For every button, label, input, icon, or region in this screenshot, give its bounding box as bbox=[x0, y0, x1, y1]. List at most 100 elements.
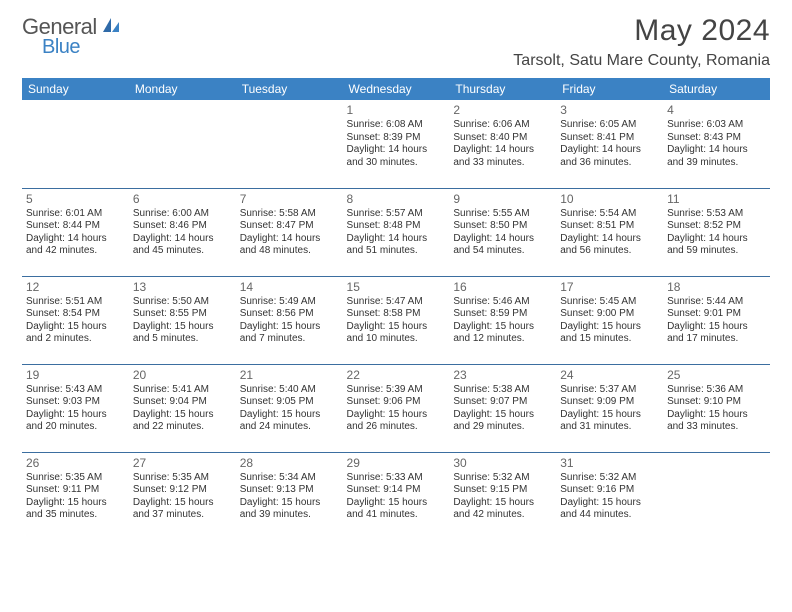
brand-part2: Blue bbox=[42, 36, 80, 59]
calendar-day-cell: 22Sunrise: 5:39 AMSunset: 9:06 PMDayligh… bbox=[343, 364, 450, 452]
calendar-day-cell: 1Sunrise: 6:08 AMSunset: 8:39 PMDaylight… bbox=[343, 100, 450, 188]
weekday-header: Friday bbox=[556, 78, 663, 100]
sunset-line: Sunset: 9:06 PM bbox=[347, 396, 446, 409]
day-number: 11 bbox=[667, 192, 766, 207]
calendar-day-cell: 14Sunrise: 5:49 AMSunset: 8:56 PMDayligh… bbox=[236, 276, 343, 364]
calendar-day-cell: 16Sunrise: 5:46 AMSunset: 8:59 PMDayligh… bbox=[449, 276, 556, 364]
day-number: 15 bbox=[347, 280, 446, 295]
calendar-day-cell: 18Sunrise: 5:44 AMSunset: 9:01 PMDayligh… bbox=[663, 276, 770, 364]
sunset-line: Sunset: 8:52 PM bbox=[667, 220, 766, 233]
day-number: 10 bbox=[560, 192, 659, 207]
day-number: 9 bbox=[453, 192, 552, 207]
daylight-line: Daylight: 15 hours and 17 minutes. bbox=[667, 321, 766, 346]
brand-logo: General Blue bbox=[22, 14, 124, 40]
daylight-line: Daylight: 14 hours and 42 minutes. bbox=[26, 233, 125, 258]
daylight-line: Daylight: 14 hours and 54 minutes. bbox=[453, 233, 552, 258]
sunrise-line: Sunrise: 5:36 AM bbox=[667, 384, 766, 397]
sunset-line: Sunset: 9:12 PM bbox=[133, 484, 232, 497]
calendar-body: 1Sunrise: 6:08 AMSunset: 8:39 PMDaylight… bbox=[22, 100, 770, 540]
daylight-line: Daylight: 15 hours and 37 minutes. bbox=[133, 497, 232, 522]
daylight-line: Daylight: 14 hours and 39 minutes. bbox=[667, 144, 766, 169]
sunrise-line: Sunrise: 5:50 AM bbox=[133, 296, 232, 309]
daylight-line: Daylight: 15 hours and 33 minutes. bbox=[667, 409, 766, 434]
sunrise-line: Sunrise: 5:51 AM bbox=[26, 296, 125, 309]
day-number: 8 bbox=[347, 192, 446, 207]
day-number: 30 bbox=[453, 456, 552, 471]
calendar-day-cell: 6Sunrise: 6:00 AMSunset: 8:46 PMDaylight… bbox=[129, 188, 236, 276]
day-number: 3 bbox=[560, 103, 659, 118]
sunrise-line: Sunrise: 5:55 AM bbox=[453, 208, 552, 221]
sunset-line: Sunset: 8:54 PM bbox=[26, 308, 125, 321]
day-number: 16 bbox=[453, 280, 552, 295]
weekday-header: Saturday bbox=[663, 78, 770, 100]
sunrise-line: Sunrise: 6:05 AM bbox=[560, 119, 659, 132]
day-number: 28 bbox=[240, 456, 339, 471]
calendar-day-cell: 7Sunrise: 5:58 AMSunset: 8:47 PMDaylight… bbox=[236, 188, 343, 276]
sunset-line: Sunset: 9:15 PM bbox=[453, 484, 552, 497]
sunrise-line: Sunrise: 6:00 AM bbox=[133, 208, 232, 221]
sunrise-line: Sunrise: 5:37 AM bbox=[560, 384, 659, 397]
calendar-day-cell: 23Sunrise: 5:38 AMSunset: 9:07 PMDayligh… bbox=[449, 364, 556, 452]
day-number: 27 bbox=[133, 456, 232, 471]
daylight-line: Daylight: 15 hours and 31 minutes. bbox=[560, 409, 659, 434]
sunrise-line: Sunrise: 5:40 AM bbox=[240, 384, 339, 397]
sunrise-line: Sunrise: 5:45 AM bbox=[560, 296, 659, 309]
daylight-line: Daylight: 15 hours and 2 minutes. bbox=[26, 321, 125, 346]
daylight-line: Daylight: 15 hours and 12 minutes. bbox=[453, 321, 552, 346]
day-number: 2 bbox=[453, 103, 552, 118]
sail-icon bbox=[101, 16, 121, 39]
daylight-line: Daylight: 15 hours and 44 minutes. bbox=[560, 497, 659, 522]
calendar-day-cell: 12Sunrise: 5:51 AMSunset: 8:54 PMDayligh… bbox=[22, 276, 129, 364]
day-number: 7 bbox=[240, 192, 339, 207]
calendar-day-cell: 31Sunrise: 5:32 AMSunset: 9:16 PMDayligh… bbox=[556, 452, 663, 540]
calendar-day-cell bbox=[129, 100, 236, 188]
daylight-line: Daylight: 15 hours and 15 minutes. bbox=[560, 321, 659, 346]
sunset-line: Sunset: 9:01 PM bbox=[667, 308, 766, 321]
sunrise-line: Sunrise: 5:41 AM bbox=[133, 384, 232, 397]
daylight-line: Daylight: 15 hours and 24 minutes. bbox=[240, 409, 339, 434]
sunset-line: Sunset: 9:05 PM bbox=[240, 396, 339, 409]
weekday-header: Thursday bbox=[449, 78, 556, 100]
sunrise-line: Sunrise: 5:57 AM bbox=[347, 208, 446, 221]
sunrise-line: Sunrise: 5:34 AM bbox=[240, 472, 339, 485]
sunrise-line: Sunrise: 5:49 AM bbox=[240, 296, 339, 309]
day-number: 14 bbox=[240, 280, 339, 295]
sunset-line: Sunset: 8:50 PM bbox=[453, 220, 552, 233]
calendar-week-row: 26Sunrise: 5:35 AMSunset: 9:11 PMDayligh… bbox=[22, 452, 770, 540]
sunset-line: Sunset: 8:39 PM bbox=[347, 132, 446, 145]
sunset-line: Sunset: 8:58 PM bbox=[347, 308, 446, 321]
month-title: May 2024 bbox=[513, 14, 770, 48]
daylight-line: Daylight: 15 hours and 7 minutes. bbox=[240, 321, 339, 346]
sunset-line: Sunset: 8:59 PM bbox=[453, 308, 552, 321]
daylight-line: Daylight: 14 hours and 48 minutes. bbox=[240, 233, 339, 258]
calendar-day-cell: 9Sunrise: 5:55 AMSunset: 8:50 PMDaylight… bbox=[449, 188, 556, 276]
sunset-line: Sunset: 8:55 PM bbox=[133, 308, 232, 321]
day-number: 18 bbox=[667, 280, 766, 295]
day-number: 21 bbox=[240, 368, 339, 383]
sunrise-line: Sunrise: 5:43 AM bbox=[26, 384, 125, 397]
day-number: 5 bbox=[26, 192, 125, 207]
daylight-line: Daylight: 15 hours and 10 minutes. bbox=[347, 321, 446, 346]
sunset-line: Sunset: 8:51 PM bbox=[560, 220, 659, 233]
weekday-header: Monday bbox=[129, 78, 236, 100]
weekday-header: Tuesday bbox=[236, 78, 343, 100]
day-number: 29 bbox=[347, 456, 446, 471]
sunrise-line: Sunrise: 6:01 AM bbox=[26, 208, 125, 221]
sunrise-line: Sunrise: 5:46 AM bbox=[453, 296, 552, 309]
sunrise-line: Sunrise: 5:32 AM bbox=[453, 472, 552, 485]
sunset-line: Sunset: 9:13 PM bbox=[240, 484, 339, 497]
calendar-day-cell: 8Sunrise: 5:57 AMSunset: 8:48 PMDaylight… bbox=[343, 188, 450, 276]
daylight-line: Daylight: 15 hours and 42 minutes. bbox=[453, 497, 552, 522]
day-number: 31 bbox=[560, 456, 659, 471]
sunrise-line: Sunrise: 5:33 AM bbox=[347, 472, 446, 485]
sunrise-line: Sunrise: 6:08 AM bbox=[347, 119, 446, 132]
sunrise-line: Sunrise: 5:53 AM bbox=[667, 208, 766, 221]
calendar-header: SundayMondayTuesdayWednesdayThursdayFrid… bbox=[22, 78, 770, 100]
sunset-line: Sunset: 9:04 PM bbox=[133, 396, 232, 409]
daylight-line: Daylight: 15 hours and 39 minutes. bbox=[240, 497, 339, 522]
day-number: 20 bbox=[133, 368, 232, 383]
sunset-line: Sunset: 8:43 PM bbox=[667, 132, 766, 145]
sunset-line: Sunset: 8:41 PM bbox=[560, 132, 659, 145]
day-number: 26 bbox=[26, 456, 125, 471]
calendar-day-cell: 28Sunrise: 5:34 AMSunset: 9:13 PMDayligh… bbox=[236, 452, 343, 540]
